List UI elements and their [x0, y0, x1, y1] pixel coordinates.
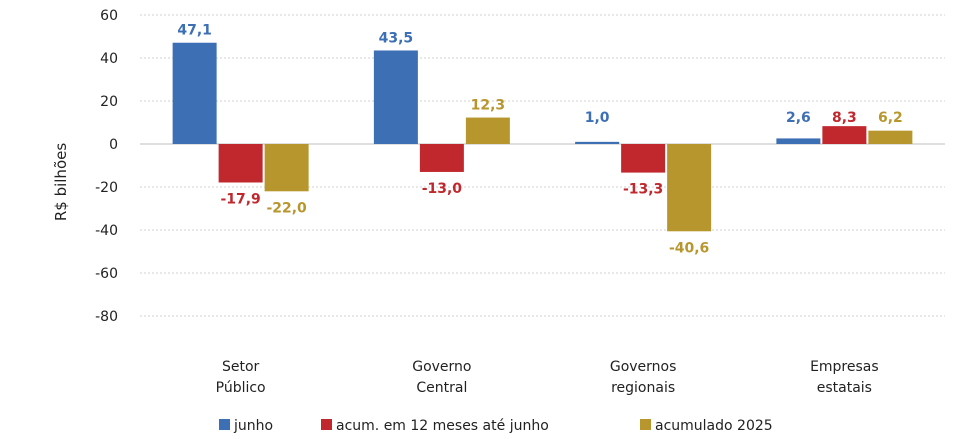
- bar: [776, 138, 821, 144]
- y-tick-label: 20: [100, 94, 118, 110]
- bar: [465, 117, 510, 144]
- y-tick-label: 0: [109, 137, 118, 153]
- legend-swatch: [321, 419, 332, 430]
- y-tick-label: -40: [95, 223, 118, 239]
- category-label: Público: [216, 380, 266, 396]
- data-label: 1,0: [585, 110, 610, 126]
- bar: [264, 144, 309, 192]
- legend: junho acum. em 12 meses até junho acumulad…: [219, 418, 773, 434]
- legend-label: acumulado 2025: [655, 418, 773, 434]
- legend-label: junho: [233, 418, 273, 434]
- data-label: -13,3: [623, 182, 663, 198]
- category-label: Governos: [610, 359, 677, 375]
- legend-swatch: [219, 419, 230, 430]
- data-label: 47,1: [177, 23, 212, 39]
- legend-label: acum. em 12 meses até junho: [336, 418, 549, 434]
- data-label: 8,3: [832, 110, 857, 126]
- data-label: 6,2: [878, 110, 903, 126]
- y-tick-label: 60: [100, 8, 118, 24]
- data-label: -17,9: [220, 191, 260, 207]
- category-label: Governo: [412, 359, 471, 375]
- data-label: 2,6: [786, 110, 811, 126]
- category-label: Setor: [222, 359, 260, 375]
- bar: [667, 144, 712, 232]
- x-axis-categories: Setor Público Governo Central Governos region…: [216, 359, 879, 396]
- data-labels: 47,1 43,5 1,0 2,6 -17,9 -13,0 -13,3 8,3 -22,0 12,…: [177, 23, 902, 257]
- y-tick-label: -60: [95, 266, 118, 282]
- data-label: -13,0: [422, 181, 463, 197]
- y-tick-label: 40: [100, 51, 118, 67]
- y-axis-ticks: 60 40 20 0 -20 -40 -60 -80: [95, 8, 118, 325]
- bars: [172, 42, 913, 232]
- y-tick-label: -80: [95, 309, 118, 325]
- bar: [822, 126, 867, 144]
- category-label: estatais: [817, 380, 872, 396]
- bar: [575, 141, 620, 144]
- data-label: -40,6: [669, 240, 709, 256]
- bar: [373, 50, 418, 144]
- bar: [419, 144, 464, 172]
- y-tick-label: -20: [95, 180, 118, 196]
- data-label: 12,3: [471, 98, 506, 114]
- data-label: -22,0: [266, 200, 307, 216]
- bar: [172, 42, 217, 144]
- category-label: Empresas: [810, 359, 879, 375]
- bar: [218, 144, 263, 183]
- category-label: regionais: [611, 380, 675, 396]
- bar: [621, 144, 666, 173]
- y-axis-label: R$ bilhões: [52, 143, 70, 222]
- bar: [868, 130, 913, 144]
- data-label: 43,5: [379, 30, 414, 46]
- category-label: Central: [416, 380, 467, 396]
- legend-swatch: [640, 419, 651, 430]
